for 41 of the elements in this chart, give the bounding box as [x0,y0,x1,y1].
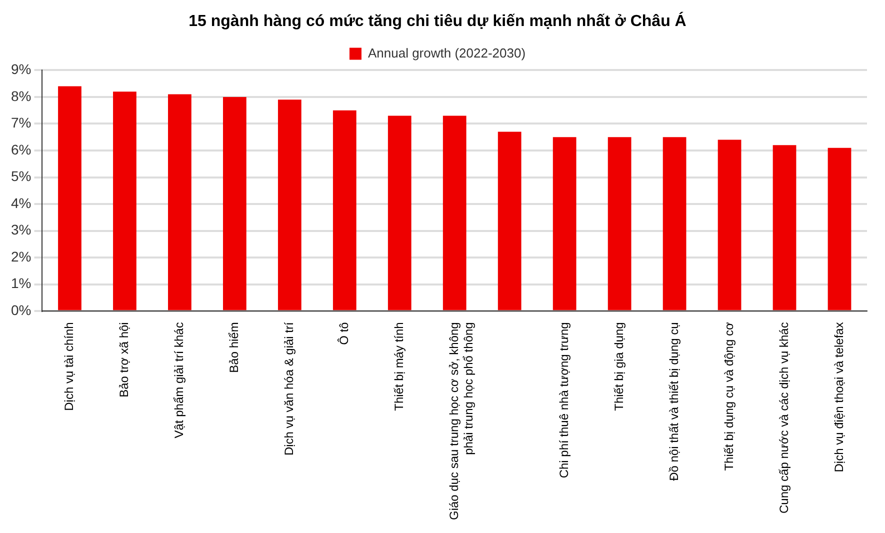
bar [113,92,136,310]
x-tick-label: Thiết bị dụng cụ và động cơ [722,322,736,471]
bar [828,148,852,310]
x-tick-label: Đồ nội thất và thiết bị dụng cụ [666,322,681,481]
y-tick-label: 4% [11,194,32,211]
x-tick-label: Bảo trợ xã hội [117,322,132,398]
bar [222,96,246,310]
x-tick-label: Dịch vụ văn hóa & giải trí [282,321,296,456]
y-tick-label: 9% [11,61,32,78]
y-tick-label: 3% [11,222,32,238]
bar [498,132,522,310]
x-tick-label: Dịch vụ tài chính [62,322,76,411]
x-tick-label: Thiết bị máy tính [392,322,406,411]
y-tick-label: 2% [11,248,32,264]
y-tick-label: 7% [11,114,32,131]
y-tick-label: 1% [11,275,32,292]
bar [332,110,356,310]
bar [662,137,686,310]
bar [58,86,82,310]
x-tick-label: Chi phí thuê nhà tượng trưng [556,322,571,478]
bar [718,140,742,310]
x-tick-label: Ô tô [336,322,351,345]
y-tick-label: 8% [11,88,32,104]
x-tick-label: Giáo dục sau trung học cơ sở, không phải trung học phổ thông [446,322,476,520]
x-tick-label: Cung cấp nước và các dịch vụ khác [776,322,791,514]
x-tick-label: Thiết bị gia dụng [612,322,626,411]
legend-label: Annual growth (2022-2030) [368,45,526,60]
x-tick-label: Bảo hiểm [226,322,241,373]
y-tick-label: 5% [11,168,32,184]
bar [168,94,192,310]
bar [442,116,466,310]
bar [608,137,632,310]
bar [388,116,412,310]
bar [772,145,796,310]
x-tick-label: Vật phẩm giải trí khác [172,322,186,438]
bar [552,137,576,310]
chart-title: 15 ngành hàng có mức tăng chi tiêu dự kiến mạnh nhất ở Châu Á [188,11,687,30]
x-tick-label: Dịch vụ điện thoại và telefax [832,322,846,472]
bar [278,100,302,310]
y-tick-label: 0% [11,302,32,318]
y-tick-label: 6% [11,141,32,158]
